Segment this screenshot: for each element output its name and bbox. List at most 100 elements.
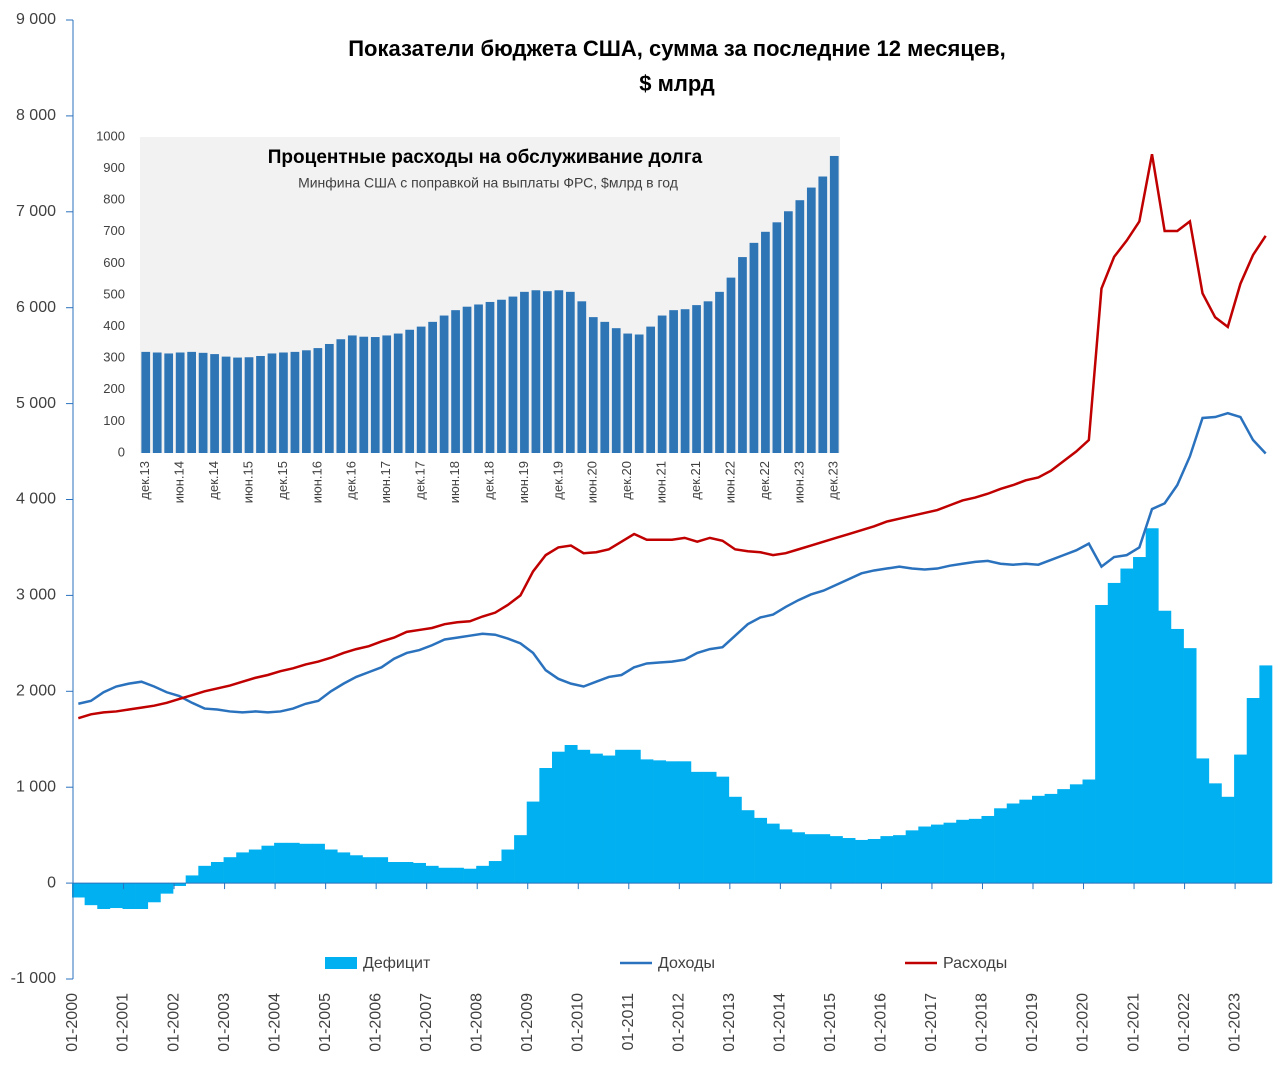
bar xyxy=(634,334,644,453)
y-tick-label: 700 xyxy=(103,223,125,238)
bar xyxy=(175,352,185,453)
y-tick-label: 1 000 xyxy=(16,778,56,795)
y-tick-label: 6 000 xyxy=(16,299,56,316)
bar xyxy=(692,305,701,453)
bar xyxy=(313,348,323,453)
x-tick-label: июн.18 xyxy=(447,461,462,503)
bar xyxy=(1095,604,1109,884)
bar xyxy=(463,868,477,884)
bar xyxy=(703,771,717,884)
bar xyxy=(804,834,818,884)
y-tick-label: 200 xyxy=(103,381,125,396)
x-tick-label: 01-2015 xyxy=(822,993,839,1052)
bar xyxy=(539,768,553,884)
bar xyxy=(1183,648,1197,884)
bar xyxy=(543,291,552,453)
bar xyxy=(741,810,755,884)
bar xyxy=(703,301,713,453)
bar xyxy=(918,826,932,884)
bar xyxy=(248,849,262,884)
y-tick-label: 500 xyxy=(103,286,125,301)
x-tick-label: 01-2019 xyxy=(1024,993,1041,1052)
bar xyxy=(439,315,449,453)
bar xyxy=(400,862,414,884)
chart-title: Показатели бюджета США, сумма за последн… xyxy=(348,36,1006,61)
x-tick-label: 01-2021 xyxy=(1125,993,1142,1052)
x-tick-label: дек.20 xyxy=(619,461,634,500)
bar xyxy=(141,351,151,453)
bar xyxy=(531,290,541,453)
bar xyxy=(1069,784,1083,884)
y-tick-label: 1000 xyxy=(96,128,125,143)
y-tick-label: 300 xyxy=(103,350,125,365)
bar xyxy=(508,296,518,453)
bar xyxy=(520,291,529,453)
bar xyxy=(302,350,311,453)
bar xyxy=(738,257,747,453)
bar xyxy=(1107,582,1121,884)
bar xyxy=(552,751,565,884)
bar xyxy=(474,304,483,453)
x-tick-label: июн.22 xyxy=(722,461,737,503)
y-tick-label: 9 000 xyxy=(16,11,56,28)
bar xyxy=(438,867,452,884)
bar xyxy=(716,776,730,884)
x-tick-label: дек.16 xyxy=(344,461,359,500)
bar xyxy=(223,857,237,884)
bar xyxy=(602,755,616,884)
bar xyxy=(485,301,495,453)
bar xyxy=(267,353,277,453)
bar xyxy=(754,817,768,884)
y-tick-label: 100 xyxy=(103,413,125,428)
bar xyxy=(261,845,275,884)
bar xyxy=(795,200,805,453)
x-tick-label: 01-2012 xyxy=(671,993,688,1052)
x-tick-label: 01-2005 xyxy=(317,993,334,1052)
bar xyxy=(981,815,995,884)
bar xyxy=(72,883,85,898)
bar xyxy=(623,333,633,453)
bar xyxy=(382,335,392,453)
bar xyxy=(359,336,369,453)
bar xyxy=(615,749,629,884)
bar xyxy=(286,842,300,884)
bar xyxy=(678,761,692,884)
bar xyxy=(657,315,667,453)
x-tick-label: 01-2023 xyxy=(1226,993,1243,1052)
bar xyxy=(817,834,831,884)
x-tick-label: 01-2001 xyxy=(115,993,132,1052)
line xyxy=(77,154,1267,720)
bar xyxy=(589,753,603,884)
bar xyxy=(362,857,376,884)
bar xyxy=(185,875,199,884)
bar xyxy=(416,326,426,453)
bar xyxy=(147,883,161,903)
bar xyxy=(855,839,869,884)
bar xyxy=(665,761,679,884)
y-tick-label: 7 000 xyxy=(16,203,56,220)
x-tick-label: дек.18 xyxy=(481,461,496,500)
bar xyxy=(611,328,621,453)
bar xyxy=(109,883,123,909)
bar xyxy=(425,865,439,884)
y-tick-label: 600 xyxy=(103,255,125,270)
bar xyxy=(451,310,460,453)
bar xyxy=(749,242,759,453)
bar xyxy=(210,862,224,884)
x-tick-label: 01-2011 xyxy=(620,993,637,1051)
bar xyxy=(1221,796,1235,884)
bar xyxy=(577,749,591,884)
bar xyxy=(1019,799,1033,884)
legend-label: Расходы xyxy=(943,955,1007,972)
bar xyxy=(806,187,816,453)
bar xyxy=(233,357,242,453)
bar xyxy=(393,333,403,453)
bar xyxy=(930,824,944,884)
bar xyxy=(1082,779,1096,884)
y-tick-label: 800 xyxy=(103,192,125,207)
x-tick-label: 01-2010 xyxy=(569,993,586,1052)
x-tick-label: дек.13 xyxy=(137,461,152,500)
bar xyxy=(564,745,578,884)
bar xyxy=(413,862,426,884)
